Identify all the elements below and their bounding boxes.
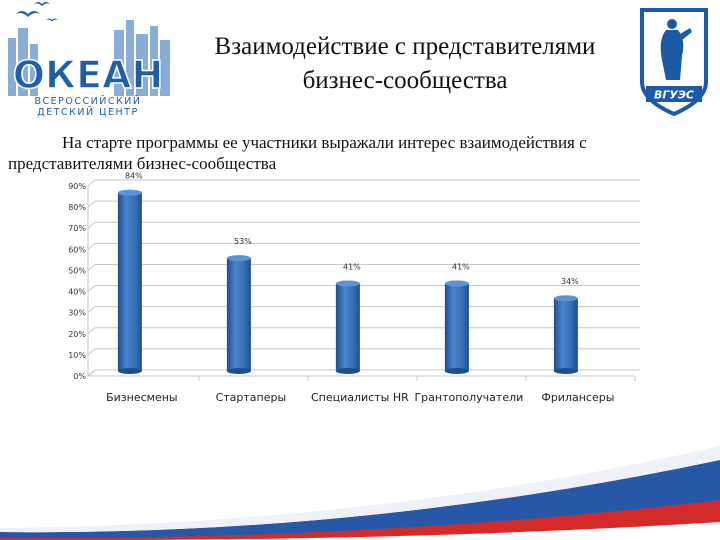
y-axis-ticks: 0% 10% 20% 30% 40% 50% 60% 70% 80% 90% xyxy=(68,182,86,381)
y-tick-label: 30% xyxy=(68,309,86,318)
gridline-side xyxy=(87,221,96,229)
y-tick-label: 10% xyxy=(68,351,86,360)
x-category-label: Бизнесмены xyxy=(106,391,178,404)
gridline-side xyxy=(87,369,96,377)
logo-name: ОКЕАН xyxy=(13,53,164,97)
bar-top xyxy=(226,255,251,262)
y-tick-label: 60% xyxy=(68,245,86,254)
bar xyxy=(553,298,578,371)
y-tick-label: 80% xyxy=(68,203,86,212)
data-label: 53% xyxy=(234,237,252,246)
bar-base xyxy=(553,368,578,374)
bar-base xyxy=(226,368,251,374)
y-tick-label: 50% xyxy=(68,266,86,275)
logo-caption-1: ВСЕРОССИЙСКИЙ xyxy=(35,95,142,107)
okean-logo: ОКЕАН ВСЕРОССИЙСКИЙ ДЕТСКИЙ ЦЕНТР xyxy=(8,2,170,118)
gridline-side xyxy=(87,348,96,356)
x-category-label: Грантополучатели xyxy=(414,391,523,404)
bar xyxy=(117,192,142,371)
bar xyxy=(444,283,469,371)
data-label: 41% xyxy=(343,262,361,271)
chart-grid xyxy=(87,179,640,381)
data-label: 41% xyxy=(452,262,470,271)
bar-chart: 0% 10% 20% 30% 40% 50% 60% 70% 80% 90% 84% 53% 41% 4… xyxy=(68,172,640,404)
vgues-logo: ВГУЭС xyxy=(640,8,708,117)
chart-bars xyxy=(117,189,578,374)
data-label: 84% xyxy=(125,172,143,181)
data-label: 34% xyxy=(561,277,579,286)
city-skyline-icon xyxy=(8,20,170,96)
gridline-side xyxy=(87,264,96,271)
y-tick-label: 0% xyxy=(73,372,86,381)
gridline-side xyxy=(87,306,96,314)
bar xyxy=(335,283,360,371)
page-title: Взаимодействие с представителями бизнес-… xyxy=(214,33,596,94)
gridline-side xyxy=(87,285,96,292)
y-tick-label: 40% xyxy=(68,288,86,297)
logo-caption-2: ДЕТСКИЙ ЦЕНТР xyxy=(37,106,138,118)
bar xyxy=(226,258,251,371)
seagull-icon xyxy=(16,2,58,22)
gridline-side xyxy=(87,327,96,335)
x-axis-categories: Бизнесмены Стартаперы Специалисты HR Гранто… xyxy=(106,391,614,404)
y-tick-label: 20% xyxy=(68,330,86,339)
x-category-label: Стартаперы xyxy=(216,391,287,404)
bar-top xyxy=(117,189,142,196)
statue-icon xyxy=(660,19,692,80)
flag-wave-decoration xyxy=(0,446,720,540)
gridline-side xyxy=(87,179,96,187)
x-category-label: Фрилансеры xyxy=(541,391,614,404)
y-tick-label: 90% xyxy=(68,182,86,191)
bar-top xyxy=(335,280,360,287)
data-labels: 84% 53% 41% 41% 34% xyxy=(125,172,579,287)
intro-text: На старте программы ее участники выражал… xyxy=(8,133,587,173)
gridline-side xyxy=(87,200,96,208)
bar-base xyxy=(117,368,142,374)
x-category-label: Специалисты HR xyxy=(311,391,409,404)
bar-top xyxy=(444,280,469,287)
gridline-side xyxy=(87,242,96,250)
vgues-logo-label: ВГУЭС xyxy=(654,89,694,102)
bar-top xyxy=(553,295,578,302)
bar-base xyxy=(444,368,469,374)
bar-base xyxy=(335,368,360,374)
y-tick-label: 70% xyxy=(68,224,86,233)
